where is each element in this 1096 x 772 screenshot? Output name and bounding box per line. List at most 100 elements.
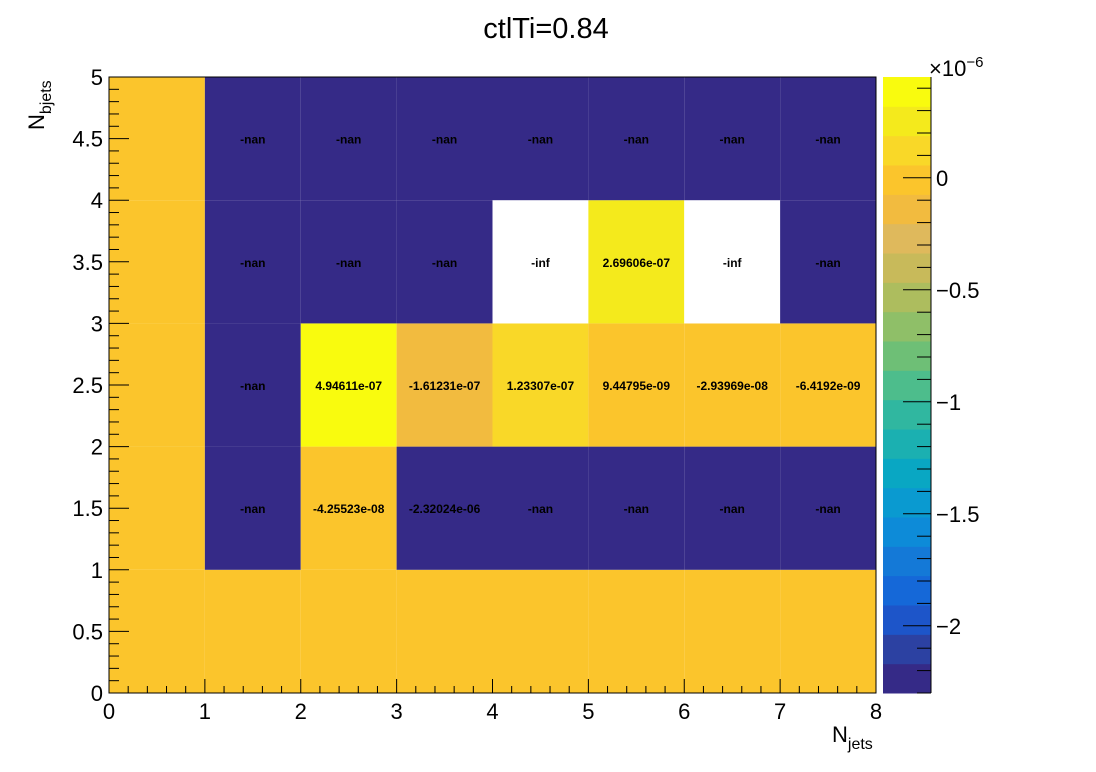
color-scale-swatch [883, 341, 931, 371]
cell-value-label: -nan [528, 133, 553, 147]
color-scale-swatch [883, 634, 931, 665]
color-scale-bar: 0 −0.5 −1 −1.5 −2 [883, 77, 979, 694]
heatmap-cell [684, 200, 781, 324]
y-tick-label: 4 [91, 188, 103, 213]
heatmap-cell [684, 323, 781, 447]
x-axis-title-main: N [832, 722, 848, 747]
heatmap-cell [204, 77, 301, 201]
color-scale-swatch [883, 106, 931, 137]
y-tick-label: 3 [91, 311, 103, 336]
y-tick-label: 1 [91, 558, 103, 583]
heatmap-cell [396, 200, 493, 324]
cell-value-label: -nan [432, 133, 457, 147]
cell-value-label: 1.23307e-07 [507, 379, 575, 393]
cell-value-label: -2.32024e-06 [409, 502, 481, 516]
color-scale-swatch [883, 253, 931, 283]
color-scale-swatch [883, 282, 931, 313]
x-tick-label: 5 [582, 699, 594, 724]
color-scale-swatch [883, 663, 931, 694]
cell-value-label: 4.94611e-07 [315, 379, 382, 393]
color-scale-swatch [883, 311, 931, 342]
heatmap-cell [204, 323, 301, 447]
svg-text:Nbjets: Nbjets [24, 80, 55, 130]
cell-value-label: -6.4192e-09 [796, 379, 861, 393]
color-scale-tick-label: −0.5 [936, 278, 979, 303]
heatmap-cell [396, 446, 493, 570]
cell-value-label: -inf [531, 256, 551, 270]
x-tick-label: 3 [391, 699, 403, 724]
cell-value-label: -nan [240, 256, 265, 270]
y-tick-label: 2.5 [72, 373, 103, 398]
heatmap-cell [780, 323, 876, 447]
heatmap-cell [396, 569, 493, 693]
color-scale-exponent-base: ×10 [929, 56, 966, 81]
cell-value-label: -nan [815, 133, 840, 147]
heatmap-cell [492, 323, 589, 447]
heatmap-cell [588, 569, 685, 693]
x-tick-label: 0 [103, 699, 115, 724]
color-scale-swatch [883, 605, 931, 635]
cell-value-label: -4.25523e-08 [313, 502, 385, 516]
color-scale-tick-label: −2 [936, 614, 961, 639]
cell-value-label: -nan [432, 256, 457, 270]
x-tick-label: 2 [295, 699, 307, 724]
color-scale-swatch [883, 77, 931, 107]
heatmap-cell [588, 77, 685, 201]
axes: 0 1 2 3 4 5 6 7 8 0 0.5 1 1.5 2 2.5 3 3.5 4 4.5 5 [72, 65, 882, 724]
cell-value-label: -nan [720, 502, 745, 516]
svg-text:×10−6: ×10−6 [929, 54, 983, 81]
cell-value-label: -nan [815, 502, 840, 516]
y-axis-title: Nbjets [24, 80, 55, 130]
heatmap-cell [492, 569, 589, 693]
cell-value-label: -nan [336, 133, 361, 147]
heatmap-cell [780, 77, 876, 201]
heatmap-cell [492, 77, 589, 201]
cell-value-label: -nan [815, 256, 840, 270]
heatmap-cell [684, 446, 781, 570]
x-tick-label: 6 [678, 699, 690, 724]
heatmap-cell [300, 569, 397, 693]
heatmap-cell [684, 77, 781, 201]
heatmap-cell [204, 200, 301, 324]
cell-value-label: -nan [336, 256, 361, 270]
color-scale-swatch [883, 458, 931, 489]
heatmap-cell [396, 323, 493, 447]
chart-title: ctlTi=0.84 [483, 13, 608, 45]
heatmap-cell [684, 569, 781, 693]
color-scale-swatch [883, 399, 931, 430]
heatmap-cell [588, 446, 685, 570]
color-scale-swatch [883, 517, 931, 547]
heatmap-cell [300, 200, 397, 324]
cell-value-label: -nan [240, 133, 265, 147]
cell-value-label: -1.61231e-07 [409, 379, 481, 393]
cell-value-label: 9.44795e-09 [603, 379, 671, 393]
x-tick-label: 7 [774, 699, 786, 724]
cell-value-label: -nan [720, 133, 745, 147]
y-tick-label: 2 [91, 435, 103, 460]
x-tick-label: 8 [870, 699, 882, 724]
y-tick-label: 1.5 [72, 496, 103, 521]
cell-value-labels: -nan -4.25523e-08 -2.32024e-06 -nan -nan -nan… [240, 133, 861, 517]
heatmap-cell [204, 569, 301, 693]
heatmap-cell [300, 446, 397, 570]
color-scale-swatch [883, 370, 931, 401]
svg-text:Njets: Njets [832, 722, 873, 753]
color-scale-swatch [883, 165, 931, 195]
cell-value-label: -nan [240, 502, 265, 516]
heatmap-cell [588, 200, 685, 324]
cell-value-label: -2.93969e-08 [696, 379, 768, 393]
color-scale-tick-label: −1.5 [936, 502, 979, 527]
y-tick-label: 0 [91, 681, 103, 706]
heatmap-cell [300, 323, 397, 447]
y-tick-label: 4.5 [72, 127, 103, 152]
x-tick-label: 1 [199, 699, 211, 724]
heatmap-cell [780, 200, 876, 324]
y-axis-title-sub: bjets [38, 80, 55, 114]
heatmap-cells [109, 77, 876, 693]
color-scale-swatch [883, 194, 931, 225]
y-tick-label: 3.5 [72, 250, 103, 275]
heatmap-cell [492, 200, 589, 324]
color-scale-swatch [883, 429, 931, 459]
color-scale-tick-label: −1 [936, 390, 961, 415]
